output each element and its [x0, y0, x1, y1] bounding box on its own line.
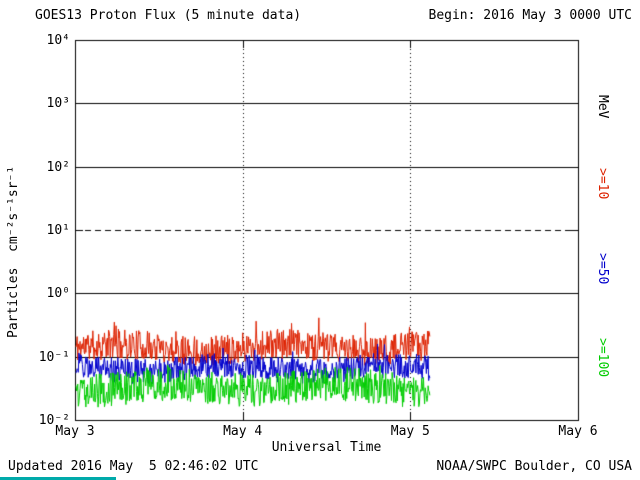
- x-tick-label: May 5: [390, 424, 430, 439]
- y-tick-label: 10³: [46, 96, 70, 112]
- x-axis-label: Universal Time: [271, 440, 382, 455]
- y-tick-label: 10²: [46, 159, 70, 175]
- legend-ge10-label: >=10: [595, 168, 610, 200]
- legend-ge50-label: >=50: [595, 253, 610, 285]
- x-tick-label: May 3: [55, 424, 95, 439]
- source-attribution: NOAA/SWPC Boulder, CO USA: [436, 459, 632, 474]
- legend-ge100-label: >=100: [595, 338, 610, 378]
- y-axis-label: Particles cm⁻²s⁻¹sr⁻¹: [6, 165, 21, 338]
- y-tick-label: 10¹: [46, 223, 70, 238]
- x-tick-label: May 4: [223, 424, 263, 439]
- y-tick-label: 10⁻²: [38, 413, 70, 428]
- y-tick-label: 10⁴: [46, 33, 70, 48]
- legend-unit-label: MeV: [595, 95, 610, 119]
- x-tick-label: May 6: [558, 424, 598, 439]
- y-tick-label: 10⁰: [46, 286, 70, 302]
- y-tick-label: 10⁻¹: [38, 349, 70, 365]
- bottom-teal-bar: [0, 477, 116, 480]
- updated-timestamp: Updated 2016 May 5 02:46:02 UTC: [8, 459, 259, 474]
